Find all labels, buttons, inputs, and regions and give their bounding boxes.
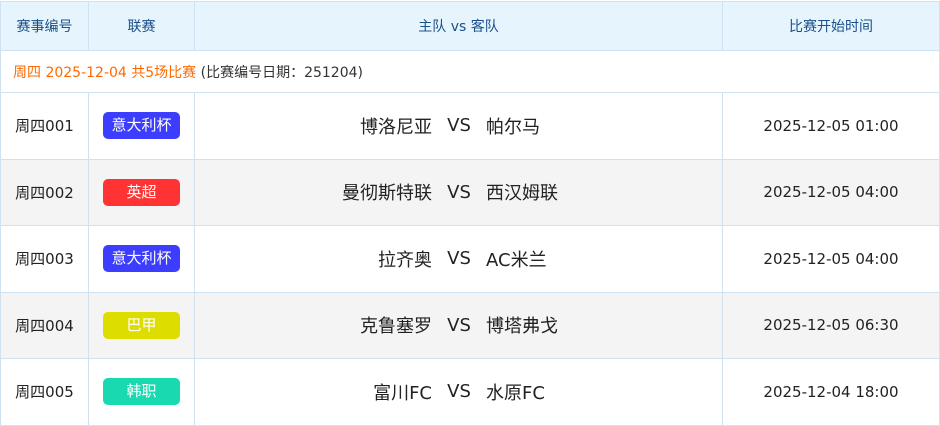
table-row[interactable]: 周四003 意大利杯 拉齐奥 VS AC米兰 2025-12-05 04:00 <box>0 225 940 293</box>
league-cell: 韩职 <box>88 358 195 426</box>
league-badge[interactable]: 巴甲 <box>103 311 180 339</box>
match-id: 周四003 <box>0 225 89 293</box>
vs-label: VS <box>447 314 471 336</box>
start-time: 2025-12-05 04:00 <box>722 158 940 226</box>
away-team[interactable]: 西汉姆联 <box>486 183 558 205</box>
table-row[interactable]: 周四001 意大利杯 博洛尼亚 VS 帕尔马 2025-12-05 01:00 <box>0 92 940 160</box>
league-cell: 意大利杯 <box>88 225 195 293</box>
table-row[interactable]: 周四002 英超 曼彻斯特联 VS 西汉姆联 2025-12-05 04:00 <box>0 158 940 226</box>
vs-label: VS <box>447 248 471 270</box>
away-team[interactable]: 水原FC <box>486 382 545 404</box>
header-match: 主队 vs 客队 <box>194 1 723 51</box>
league-cell: 巴甲 <box>88 291 195 359</box>
start-time: 2025-12-05 04:00 <box>722 225 940 293</box>
match-id: 周四001 <box>0 92 89 160</box>
vs-label: VS <box>447 381 471 403</box>
date-info-row: 周四 2025-12-04 共5场比赛 (比赛编号日期：251204) <box>0 50 940 93</box>
league-badge[interactable]: 意大利杯 <box>103 112 180 140</box>
match-cell: 克鲁塞罗 VS 博塔弗戈 <box>194 291 723 359</box>
league-cell: 英超 <box>88 158 195 226</box>
date-code-note: (比赛编号日期：251204) <box>200 64 363 81</box>
table-header: 赛事编号 联赛 主队 vs 客队 比赛开始时间 <box>0 1 940 51</box>
home-team[interactable]: 曼彻斯特联 <box>342 183 432 205</box>
home-team[interactable]: 富川FC <box>373 382 432 404</box>
header-time: 比赛开始时间 <box>722 1 940 51</box>
match-cell: 富川FC VS 水原FC <box>194 358 723 426</box>
start-time: 2025-12-05 06:30 <box>722 291 940 359</box>
match-cell: 博洛尼亚 VS 帕尔马 <box>194 92 723 160</box>
table-row[interactable]: 周四004 巴甲 克鲁塞罗 VS 博塔弗戈 2025-12-05 06:30 <box>0 291 940 359</box>
header-league: 联赛 <box>88 1 195 51</box>
league-badge[interactable]: 英超 <box>103 178 180 206</box>
date-summary: 周四 2025-12-04 共5场比赛 <box>13 64 197 81</box>
vs-label: VS <box>447 115 471 137</box>
match-cell: 曼彻斯特联 VS 西汉姆联 <box>194 158 723 226</box>
table-row[interactable]: 周四005 韩职 富川FC VS 水原FC 2025-12-04 18:00 <box>0 358 940 426</box>
away-team[interactable]: 帕尔马 <box>486 116 540 138</box>
league-cell: 意大利杯 <box>88 92 195 160</box>
match-cell: 拉齐奥 VS AC米兰 <box>194 225 723 293</box>
home-team[interactable]: 拉齐奥 <box>378 249 432 271</box>
match-id: 周四002 <box>0 158 89 226</box>
home-team[interactable]: 博洛尼亚 <box>360 116 432 138</box>
league-badge[interactable]: 韩职 <box>103 378 180 406</box>
home-team[interactable]: 克鲁塞罗 <box>360 316 432 338</box>
away-team[interactable]: 博塔弗戈 <box>486 316 558 338</box>
away-team[interactable]: AC米兰 <box>486 249 547 271</box>
start-time: 2025-12-04 18:00 <box>722 358 940 426</box>
match-id: 周四004 <box>0 291 89 359</box>
header-id: 赛事编号 <box>0 1 89 51</box>
vs-label: VS <box>447 181 471 203</box>
match-id: 周四005 <box>0 358 89 426</box>
start-time: 2025-12-05 01:00 <box>722 92 940 160</box>
league-badge[interactable]: 意大利杯 <box>103 245 180 273</box>
